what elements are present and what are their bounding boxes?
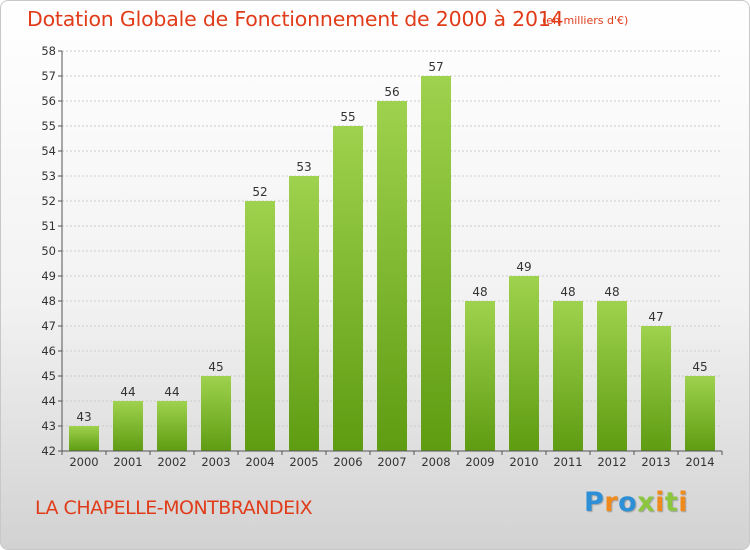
y-tick-label: 42: [41, 444, 56, 458]
x-tick-label: 2013: [641, 455, 670, 469]
bar: [157, 401, 187, 451]
chart-subtitle: (en milliers d'€): [542, 14, 629, 27]
data-label: 48: [604, 285, 619, 299]
data-label: 44: [164, 385, 179, 399]
x-tick-label: 2006: [333, 455, 362, 469]
bar: [685, 376, 715, 451]
bar: [465, 301, 495, 451]
logo-letter: i: [678, 487, 689, 518]
x-axis-ticks: 2000 2001 2002 2003 2004 2005 2006 2007 2008 2009…: [61, 451, 723, 469]
y-tick-label: 47: [41, 319, 56, 333]
x-tick-label: 2005: [289, 455, 318, 469]
data-label: 57: [428, 60, 443, 74]
x-tick-label: 2011: [553, 455, 582, 469]
y-tick-label: 50: [41, 244, 56, 258]
y-tick-label: 58: [41, 44, 56, 58]
bar: [641, 326, 671, 451]
y-tick-label: 52: [41, 194, 56, 208]
bar: [201, 376, 231, 451]
bar: [509, 276, 539, 451]
y-tick-label: 44: [41, 394, 56, 408]
bars: [69, 76, 715, 451]
bar: [113, 401, 143, 451]
y-tick-label: 56: [41, 94, 56, 108]
data-label: 44: [120, 385, 135, 399]
y-axis-ticks: 42 43 44 45 46 47 48 49 50 51 52 53 54 55 56 57 58: [41, 44, 62, 458]
y-tick-label: 49: [41, 269, 56, 283]
bar: [377, 101, 407, 451]
logo-letter: i: [655, 487, 665, 518]
bar: [69, 426, 99, 451]
data-label: 56: [384, 85, 399, 99]
x-tick-label: 2009: [465, 455, 494, 469]
data-label: 45: [692, 360, 707, 374]
logo-letter: P: [584, 487, 605, 518]
bar: [245, 201, 275, 451]
data-label: 43: [76, 410, 91, 424]
logo-letter: t: [664, 487, 679, 518]
x-tick-label: 2001: [113, 455, 142, 469]
bar: [597, 301, 627, 451]
x-tick-label: 2008: [421, 455, 450, 469]
data-label: 52: [252, 185, 267, 199]
bar: [289, 176, 319, 451]
y-tick-label: 46: [41, 344, 56, 358]
y-tick-label: 43: [41, 419, 56, 433]
y-tick-label: 48: [41, 294, 56, 308]
x-tick-label: 2007: [377, 455, 406, 469]
data-label: 49: [516, 260, 531, 274]
y-tick-label: 45: [41, 369, 56, 383]
bar: [553, 301, 583, 451]
data-label: 48: [560, 285, 575, 299]
x-tick-label: 2002: [157, 455, 186, 469]
y-tick-label: 57: [41, 69, 56, 83]
x-tick-label: 2010: [509, 455, 538, 469]
y-tick-label: 55: [41, 119, 56, 133]
logo-letter: x: [637, 487, 656, 518]
commune-name: LA CHAPELLE-MONTBRANDEIX: [35, 497, 313, 519]
data-label: 45: [208, 360, 223, 374]
x-tick-label: 2014: [685, 455, 714, 469]
x-tick-label: 2012: [597, 455, 626, 469]
data-label: 55: [340, 110, 355, 124]
logo-letter: o: [618, 487, 638, 518]
x-tick-label: 2003: [201, 455, 230, 469]
y-tick-label: 51: [41, 219, 56, 233]
chart-title: Dotation Globale de Fonctionnement de 20…: [27, 7, 564, 31]
data-label: 48: [472, 285, 487, 299]
data-label: 47: [648, 310, 663, 324]
logo-letter: r: [604, 487, 619, 518]
y-tick-label: 53: [41, 169, 56, 183]
x-tick-label: 2004: [245, 455, 274, 469]
axes: [61, 51, 722, 452]
y-tick-label: 54: [41, 144, 56, 158]
proxiti-logo: Proxiti: [584, 487, 688, 518]
data-labels: 43 44 44 45 52 53 55 56 57 48 49 48 48 47 45: [76, 60, 707, 424]
bar: [421, 76, 451, 451]
bar: [333, 126, 363, 451]
data-label: 53: [296, 160, 311, 174]
x-tick-label: 2000: [69, 455, 98, 469]
